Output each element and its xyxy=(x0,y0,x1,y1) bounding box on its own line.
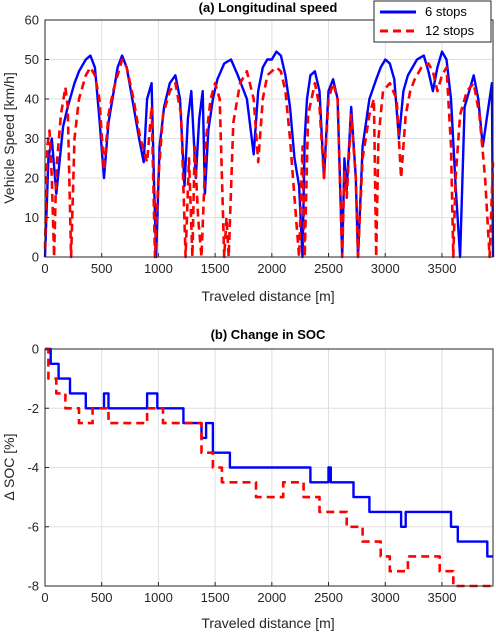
speed-xtick-label: 2000 xyxy=(257,261,286,276)
soc-ytick-label: 0 xyxy=(32,342,39,357)
legend-label-6-stops: 6 stops xyxy=(425,4,467,19)
soc-xtick-label: 1000 xyxy=(144,590,173,605)
speed-xtick-label: 1000 xyxy=(144,261,173,276)
soc-xtick-label: 500 xyxy=(91,590,113,605)
speed-xtick-label: 3500 xyxy=(428,261,457,276)
speed-xtick-label: 1500 xyxy=(201,261,230,276)
speed-plot-ylabel: Vehicle Speed [km/h] xyxy=(1,72,17,204)
speed-ytick-label: 20 xyxy=(25,171,39,186)
speed-series-6-stops xyxy=(43,50,495,259)
speed-ytick-label: 40 xyxy=(25,92,39,107)
speed-plot-xlabel: Traveled distance [m] xyxy=(201,288,334,304)
soc-ytick-label: -4 xyxy=(27,460,39,475)
speed-xtick-label: 2500 xyxy=(314,261,343,276)
speed-ytick-label: 10 xyxy=(25,210,39,225)
speed-plot: (a) Longitudinal speed Traveled distance… xyxy=(1,0,495,304)
soc-xtick-label: 2500 xyxy=(314,590,343,605)
soc-plot-title: (b) Change in SOC xyxy=(211,327,326,342)
soc-xtick-label: 2000 xyxy=(257,590,286,605)
soc-ytick-label: -6 xyxy=(27,519,39,534)
speed-ytick-label: 0 xyxy=(32,250,39,265)
soc-xtick-label: 3000 xyxy=(371,590,400,605)
legend-label-12-stops: 12 stops xyxy=(425,23,475,38)
soc-series-12-stops xyxy=(45,347,493,588)
speed-ytick-label: 30 xyxy=(25,131,39,146)
speed-series-12-stops xyxy=(43,58,495,259)
soc-xtick-label: 0 xyxy=(41,590,48,605)
soc-ytick-label: -8 xyxy=(27,579,39,594)
speed-xtick-label: 3000 xyxy=(371,261,400,276)
soc-xtick-label: 1500 xyxy=(201,590,230,605)
soc-ytick-label: -2 xyxy=(27,401,39,416)
speed-ytick-label: 50 xyxy=(25,52,39,67)
speed-ytick-label: 60 xyxy=(25,13,39,28)
speed-plot-title: (a) Longitudinal speed xyxy=(199,0,338,15)
speed-grid xyxy=(44,19,493,258)
speed-xtick-label: 500 xyxy=(91,261,113,276)
soc-xtick-label: 3500 xyxy=(428,590,457,605)
soc-series-6-stops xyxy=(45,347,493,558)
speed-legend: 6 stops 12 stops xyxy=(373,0,492,43)
soc-plot-ylabel: Δ SOC [%] xyxy=(1,434,17,501)
legend-box xyxy=(373,0,492,43)
speed-xtick-label: 0 xyxy=(41,261,48,276)
soc-plot-xlabel: Traveled distance [m] xyxy=(201,615,334,631)
soc-plot: (b) Change in SOC Traveled distance [m] … xyxy=(1,327,494,631)
